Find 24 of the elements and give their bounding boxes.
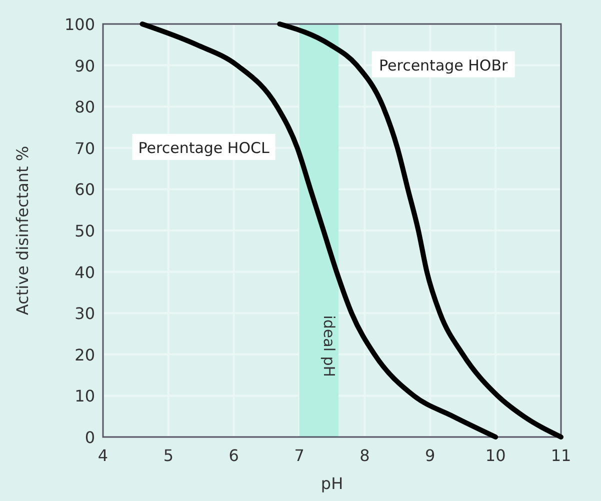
y-tick-label: 90 [74,56,95,76]
y-axis-title: Active disinfectant % [13,146,32,316]
y-tick-label: 0 [84,428,95,447]
y-tick-label: 50 [74,222,95,240]
x-tick-label: 10 [485,446,506,465]
x-axis-title: pH [320,474,344,493]
series-label: Percentage HOCL [138,138,270,157]
y-tick-label: 10 [74,386,95,406]
x-tick-label: 5 [163,446,174,465]
y-tick-label: 70 [74,138,95,158]
x-tick-label: 7 [294,446,304,465]
x-tick-label: 9 [425,446,436,465]
x-tick-label: 8 [360,446,370,465]
x-tick-label: 11 [550,446,572,465]
y-tick-label: 80 [74,98,95,117]
y-tick-label: 30 [74,304,95,324]
y-tick-label: 100 [64,15,95,34]
y-tick-label: 60 [74,180,95,200]
y-tick-label: 20 [74,345,95,364]
y-tick-label: 40 [74,262,95,282]
x-tick-label: 4 [98,446,108,465]
series-label: Percentage HOBr [379,56,509,74]
band-label: ideal pH [320,315,338,378]
x-tick-label: 6 [228,446,239,465]
